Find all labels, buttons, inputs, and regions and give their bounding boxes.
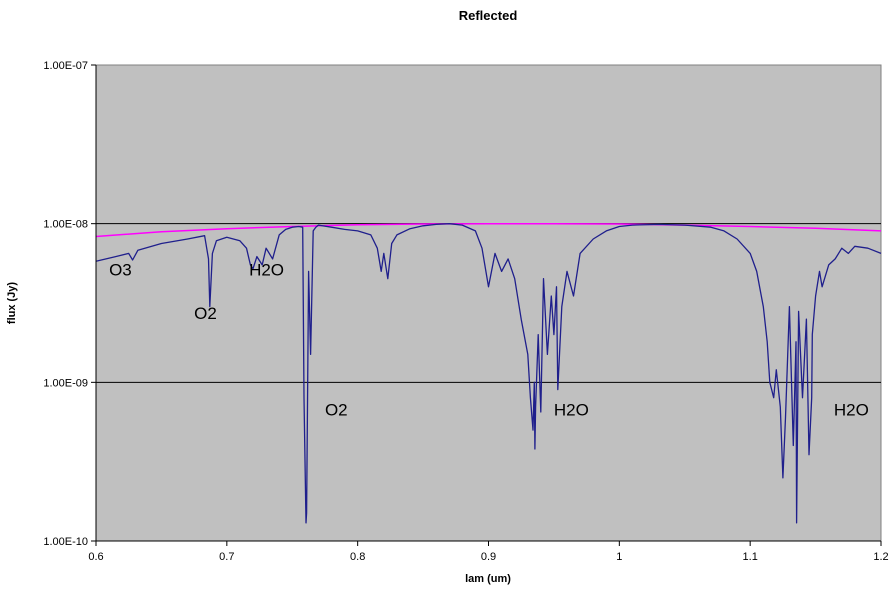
- annotation-label: H2O: [554, 400, 589, 419]
- x-tick-label: 1.1: [743, 551, 758, 563]
- y-tick-label: 1.00E-08: [43, 219, 88, 231]
- series-line-2: [95, 223, 882, 524]
- annotation-label: H2O: [249, 261, 284, 280]
- series-group: [95, 222, 882, 524]
- x-tick-label: 0.7: [219, 551, 234, 563]
- axes-group: 0.6 0.7 0.8 0.9 1 1.1 1.2 1.00E-10 1.00E-09 1.00E…: [43, 60, 888, 563]
- x-tick-label: 0.9: [481, 551, 496, 563]
- y-tick-label: 1.00E-09: [43, 377, 88, 389]
- x-tick-label: 1.2: [873, 551, 888, 563]
- x-tick-label: 0.6: [88, 551, 103, 563]
- annotation-label: H2O: [834, 400, 869, 419]
- chart-title: Reflected: [459, 8, 518, 23]
- annotation-label: O2: [325, 400, 348, 419]
- annotation-label: O3: [109, 261, 132, 280]
- x-axis-title: lam (um): [465, 573, 511, 585]
- x-tick-label: 1: [616, 551, 622, 563]
- annotations-group: O3 O2 H2O O2 H2O H2O: [109, 261, 869, 420]
- y-axis-title: flux (Jy): [6, 282, 18, 325]
- annotation-label: O2: [194, 304, 217, 323]
- series-line-1: [95, 222, 882, 238]
- y-tick-label: 1.00E-10: [43, 536, 88, 548]
- plot-area: [95, 64, 882, 542]
- x-tick-label: 0.8: [350, 551, 365, 563]
- y-tick-label: 1.00E-07: [43, 60, 88, 72]
